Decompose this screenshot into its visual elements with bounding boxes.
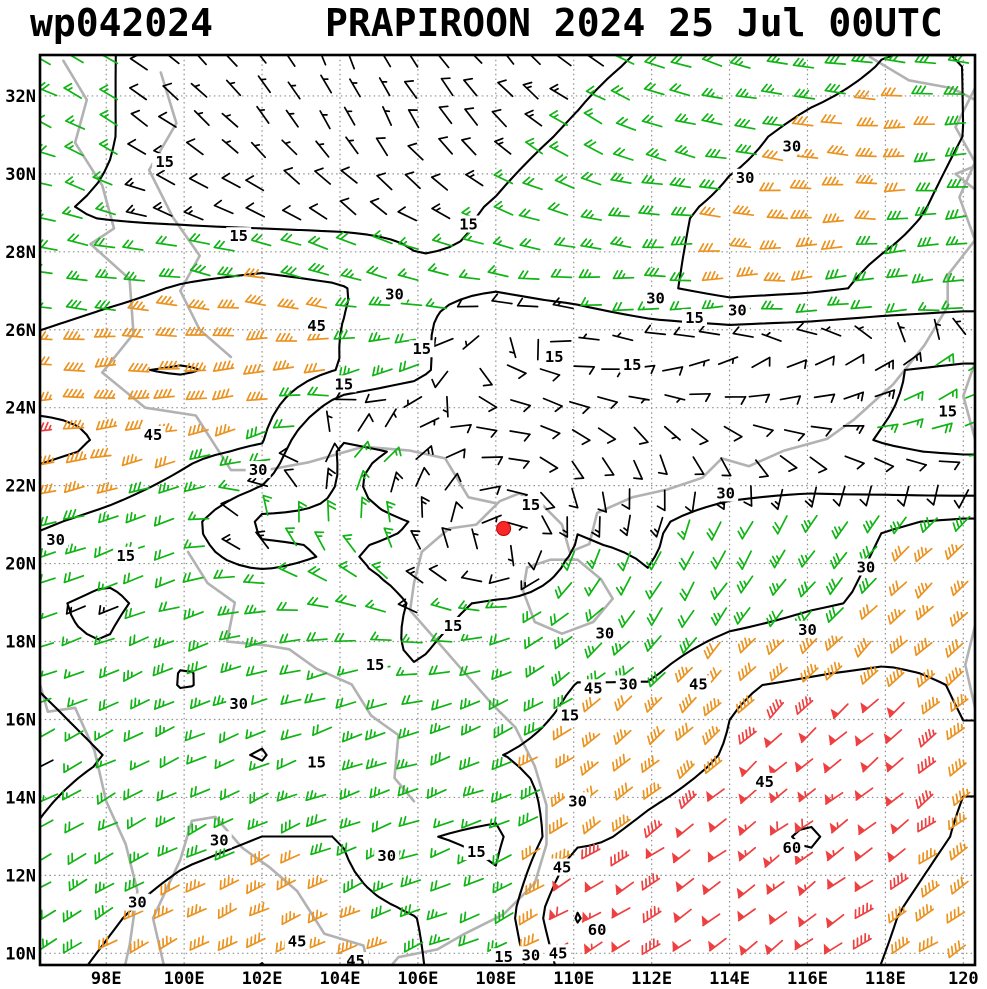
coastline xyxy=(147,71,233,359)
contour-label: 30 xyxy=(728,301,747,319)
lat-tick-label: 28N xyxy=(5,243,36,263)
contour-label: 60 xyxy=(783,839,802,857)
isotach-contour-15 xyxy=(40,55,975,867)
contour-label: 15 xyxy=(467,843,486,861)
lon-tick-label: 108E xyxy=(475,969,516,989)
contour-label: 45 xyxy=(288,933,307,951)
lon-tick-label: 98E xyxy=(91,969,122,989)
lat-tick-label: 18N xyxy=(5,633,36,653)
lon-tick-label: 110E xyxy=(553,969,594,989)
lon-tick-label: 106E xyxy=(397,969,438,989)
lon-tick-label: 112E xyxy=(631,969,672,989)
lat-tick-label: 30N xyxy=(5,165,36,185)
lat-tick-label: 32N xyxy=(5,87,36,107)
lat-tick-label: 22N xyxy=(5,477,36,497)
storm-name-datetime-label: PRAPIROON 2024 25 Jul 00UTC xyxy=(325,1,943,45)
coastline xyxy=(962,363,975,441)
lat-tick-label: 12N xyxy=(5,866,36,886)
contour-label: 15 xyxy=(366,656,385,674)
contour-label: 15 xyxy=(155,153,174,171)
coastline xyxy=(62,59,116,246)
contour-label: 15 xyxy=(938,403,957,421)
contour-label: 15 xyxy=(444,617,463,635)
contour-label: 15 xyxy=(545,348,564,366)
contour-label: 15 xyxy=(412,340,431,358)
coastline xyxy=(521,558,614,635)
contour-label: 15 xyxy=(335,375,354,393)
contour-label: 60 xyxy=(588,921,607,939)
contour-label: 15 xyxy=(229,227,248,245)
contour-label: 15 xyxy=(459,216,478,234)
coastline xyxy=(954,164,975,191)
lat-tick-label: 16N xyxy=(5,710,36,730)
contour-label: 15 xyxy=(494,948,513,966)
wind-barbs-#10b414 xyxy=(40,55,975,954)
lon-tick-label: 114E xyxy=(709,969,750,989)
contour-label: 15 xyxy=(560,707,579,725)
contour-label: 30 xyxy=(249,461,268,479)
map-border xyxy=(38,53,977,967)
lat-tick-label: 26N xyxy=(5,321,36,341)
contour-label: 45 xyxy=(549,944,568,962)
contour-label: 45 xyxy=(144,426,163,444)
contour-label: 45 xyxy=(553,859,572,877)
contour-label: 15 xyxy=(307,753,326,771)
lon-tick-label: 100E xyxy=(164,969,205,989)
wind-barbs-layer xyxy=(40,55,975,959)
lon-tick-label: 118E xyxy=(865,969,906,989)
isotach-contours-layer xyxy=(40,55,975,965)
coastline xyxy=(40,683,139,965)
contour-label: 45 xyxy=(346,952,365,970)
wind-barb-pennants-#ee4040 xyxy=(548,702,899,956)
contour-label: 15 xyxy=(116,547,135,565)
contour-label: 30 xyxy=(716,484,735,502)
lon-tick-label: 120 xyxy=(948,969,979,989)
contour-labels-layer: 15 15 15 30 30 30 45 30 30 15 15 15 15 15 15 45 30 30 15 15… xyxy=(43,137,961,970)
coastline xyxy=(964,624,975,710)
lon-tick-label: 102E xyxy=(242,969,283,989)
storm-id-label: wp042024 xyxy=(30,1,214,45)
contour-label: 30 xyxy=(619,675,638,693)
coastline xyxy=(89,242,498,505)
contour-label: 30 xyxy=(736,169,755,187)
contour-label: 30 xyxy=(377,847,396,865)
contour-label: 30 xyxy=(857,558,876,576)
wind-barbs-#eb9320 xyxy=(40,87,971,959)
lat-tick-label: 10N xyxy=(5,944,36,964)
contour-label: 30 xyxy=(522,946,541,964)
contour-label: 30 xyxy=(210,831,229,849)
contour-label: 15 xyxy=(685,309,704,327)
contour-label: 15 xyxy=(623,356,642,374)
contour-label: 30 xyxy=(229,695,248,713)
lon-tick-label: 104E xyxy=(320,969,361,989)
contour-label: 45 xyxy=(307,317,326,335)
contour-label: 45 xyxy=(689,675,708,693)
lat-tick-label: 14N xyxy=(5,788,36,808)
contour-label: 30 xyxy=(128,894,147,912)
contour-label: 30 xyxy=(783,138,802,156)
contour-label: 45 xyxy=(584,679,603,697)
storm-marker xyxy=(496,521,512,537)
contour-label: 30 xyxy=(46,531,65,549)
contour-label: 30 xyxy=(568,792,587,810)
wind-barbs-#000000 xyxy=(40,55,970,768)
lon-tick-label: 116E xyxy=(787,969,828,989)
chart-title: wp042024 PRAPIROON 2024 25 Jul 00UTC xyxy=(30,1,943,45)
contour-label: 45 xyxy=(755,773,774,791)
contour-label: 30 xyxy=(596,625,615,643)
lat-tick-label: 24N xyxy=(5,399,36,419)
contour-label: 15 xyxy=(522,496,541,514)
contour-label: 30 xyxy=(385,286,404,304)
coastline xyxy=(186,550,416,803)
contour-label: 30 xyxy=(798,621,817,639)
isotach-contour-45 xyxy=(40,364,975,965)
lat-tick-label: 20N xyxy=(5,555,36,575)
contour-label: 30 xyxy=(646,290,665,308)
